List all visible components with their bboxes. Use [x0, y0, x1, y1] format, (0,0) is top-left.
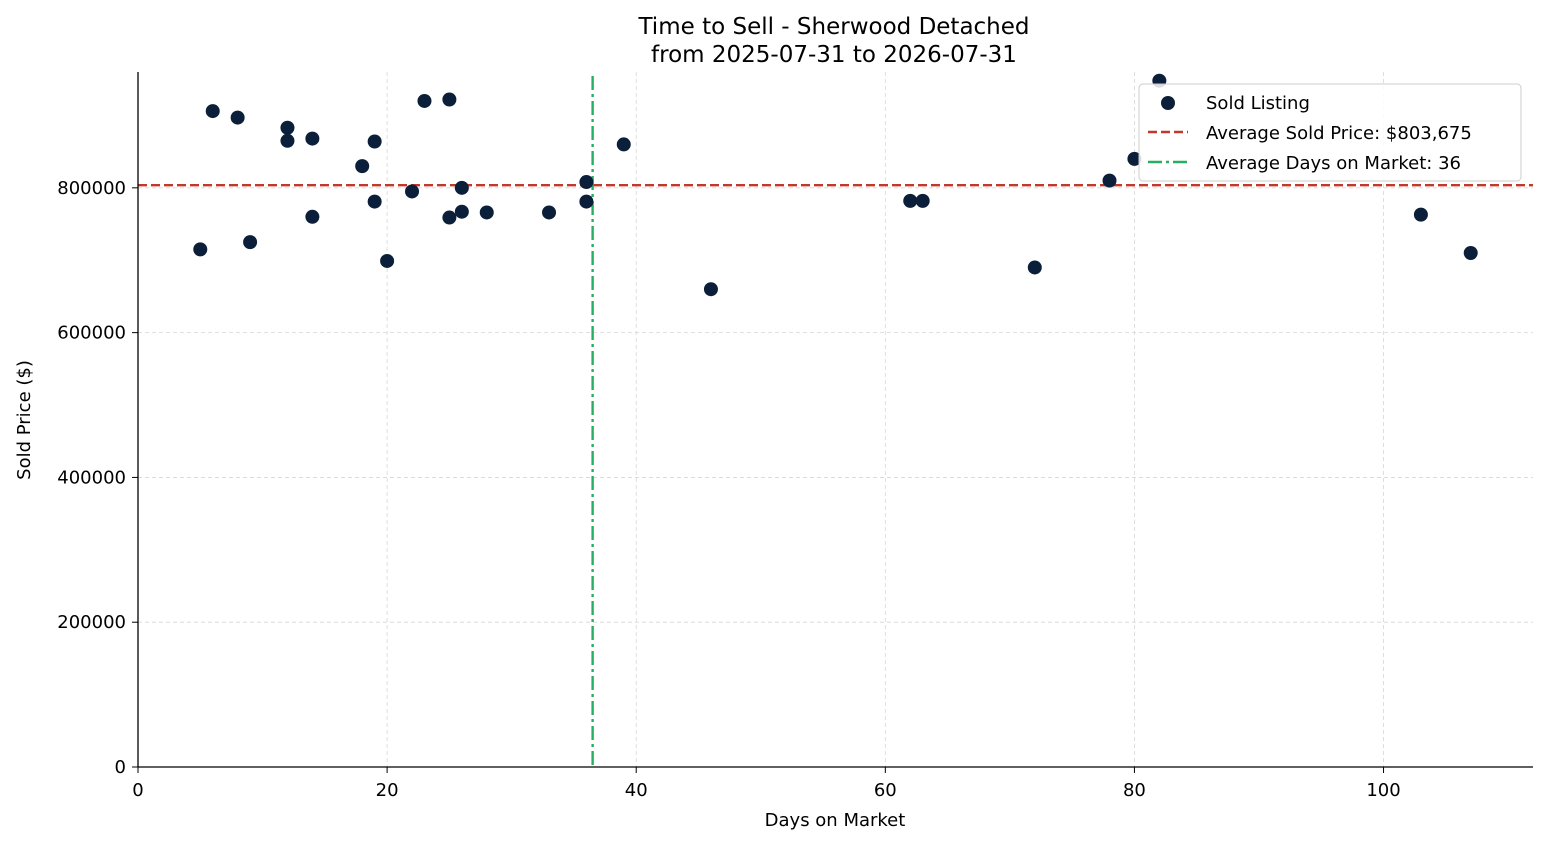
data-point [454, 180, 469, 195]
data-point [305, 131, 320, 146]
data-point [703, 282, 718, 297]
x-tick-label: 100 [1366, 780, 1400, 801]
y-tick-label: 0 [115, 757, 126, 778]
legend-label-avg-price: Average Sold Price: $803,675 [1206, 123, 1472, 144]
x-axis-label: Days on Market [765, 810, 906, 831]
data-point [1463, 245, 1478, 260]
tick-labels: 0 20 40 60 80 100 0 200000 400000 600000 800000 [57, 178, 1400, 801]
reference-lines [138, 76, 1533, 767]
data-point [417, 93, 432, 108]
data-point [1027, 260, 1042, 275]
legend: Sold Listing Average Sold Price: $803,675… [1138, 83, 1522, 182]
data-point [1102, 173, 1117, 188]
data-point [205, 104, 220, 119]
data-point [903, 193, 918, 208]
data-point [243, 235, 258, 250]
data-point [1413, 207, 1428, 222]
data-point [579, 175, 594, 190]
legend-marker-sold [1161, 96, 1175, 110]
data-point [542, 205, 557, 220]
x-tick-label: 40 [625, 780, 648, 801]
axes [132, 72, 1533, 773]
x-tick-label: 80 [1123, 780, 1146, 801]
grid-lines [138, 72, 1533, 767]
legend-label-sold: Sold Listing [1206, 93, 1310, 114]
data-point [442, 210, 457, 225]
x-tick-label: 20 [376, 780, 399, 801]
x-tick-label: 0 [132, 780, 143, 801]
data-point [367, 194, 382, 209]
y-tick-label: 400000 [57, 467, 126, 488]
data-point [1127, 151, 1142, 166]
y-tick-label: 600000 [57, 323, 126, 344]
data-point [479, 205, 494, 220]
data-point [454, 204, 469, 219]
data-point [355, 159, 370, 174]
data-point [305, 209, 320, 224]
x-tick-label: 60 [874, 780, 897, 801]
y-tick-label: 200000 [57, 612, 126, 633]
data-point [442, 92, 457, 107]
data-point [405, 184, 420, 199]
y-tick-label: 800000 [57, 178, 126, 199]
chart-subtitle: from 2025-07-31 to 2026-07-31 [651, 42, 1017, 68]
data-point [280, 133, 295, 148]
legend-box [1138, 83, 1522, 182]
data-point [193, 242, 208, 257]
data-point [380, 253, 395, 268]
data-point [915, 193, 930, 208]
data-points [193, 73, 1478, 297]
data-point [280, 120, 295, 135]
y-axis-label: Sold Price ($) [14, 360, 35, 480]
data-point [230, 110, 245, 125]
legend-label-avg-days: Average Days on Market: 36 [1206, 153, 1461, 174]
data-point [616, 137, 631, 152]
data-point [367, 134, 382, 149]
chart-title: Time to Sell - Sherwood Detached [637, 14, 1029, 40]
data-point [579, 194, 594, 209]
